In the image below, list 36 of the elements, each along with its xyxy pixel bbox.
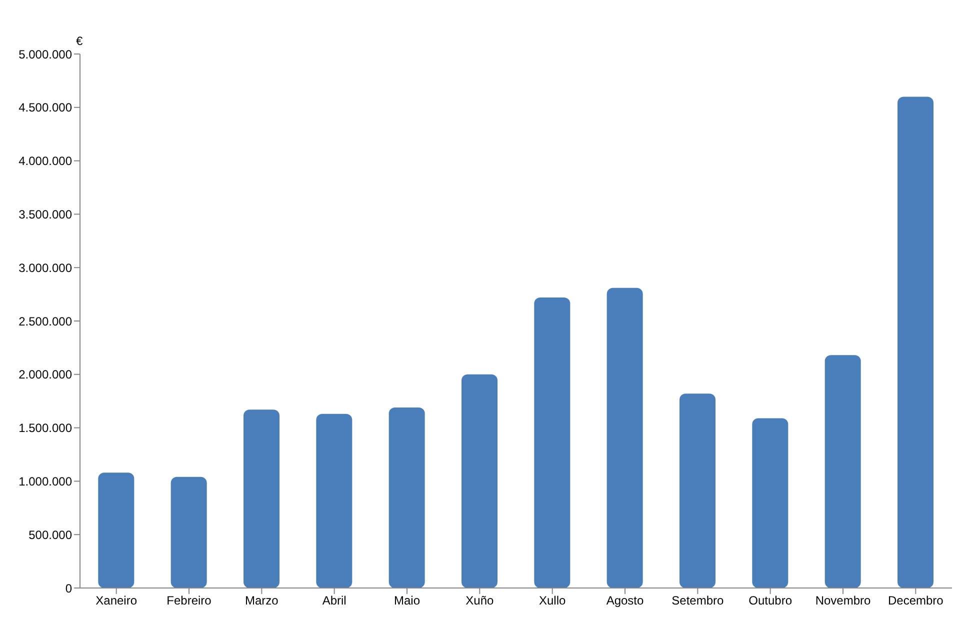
y-tick-label: 5.000.000 [18,47,72,62]
y-tick-label: 1.000.000 [18,474,72,488]
bar [898,96,934,588]
x-tick-label: Maio [394,594,420,608]
x-tick-label: Abril [322,594,346,608]
y-tick-label: 4.500.000 [18,100,72,115]
x-tick-label: Agosto [606,594,644,608]
x-tick-label: Xullo [538,594,566,608]
y-axis-title: € [76,34,83,48]
y-tick-label: 0 [65,581,72,596]
bar [98,472,134,588]
y-tick-label: 3.500.000 [18,207,72,222]
x-tick-label: Decembro [888,594,944,608]
bar [244,410,280,588]
y-tick-label: 4.000.000 [18,154,72,168]
x-tick-label: Febreiro [166,594,212,608]
bar [316,414,352,588]
y-tick-label: 3.000.000 [18,260,72,275]
bar [824,355,861,588]
bar [462,374,498,588]
x-tick-label: Marzo [244,594,279,608]
x-tick-label: Outubro [748,594,792,608]
bar [680,394,716,588]
y-tick-label: 1.500.000 [18,421,72,436]
bar [534,298,570,588]
bar [752,418,788,588]
y-tick-label: 2.500.000 [18,314,72,328]
x-tick-label: Xuño [466,594,494,608]
y-tick-label: 2.000.000 [18,368,72,382]
bar [170,476,207,588]
x-tick-label: Setembro [672,594,724,608]
y-tick-label: 500.000 [28,528,72,542]
bar [388,408,425,588]
x-tick-label: Xaneiro [96,594,138,608]
x-tick-label: Novembro [815,594,871,608]
bar [606,288,643,588]
